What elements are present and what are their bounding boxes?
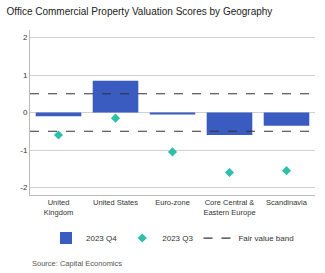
svg-text:Euro-zone: Euro-zone <box>155 198 190 207</box>
svg-text:Fair value band: Fair value band <box>238 234 293 243</box>
svg-text:2: 2 <box>23 33 28 42</box>
svg-text:2023 Q3: 2023 Q3 <box>162 234 193 243</box>
svg-text:-2: -2 <box>20 183 28 192</box>
svg-text:0: 0 <box>23 108 28 117</box>
svg-text:Office Commercial Property Val: Office Commercial Property Valuation Sco… <box>7 6 273 17</box>
svg-text:1: 1 <box>23 71 28 80</box>
svg-text:Core Central &Eastern Europe: Core Central &Eastern Europe <box>203 198 255 217</box>
svg-text:Scandinavia: Scandinavia <box>266 198 308 207</box>
svg-text:Source: Capital Economics: Source: Capital Economics <box>32 259 122 268</box>
svg-text:2023 Q4: 2023 Q4 <box>86 234 117 243</box>
svg-text:United States: United States <box>93 198 138 207</box>
svg-text:-1: -1 <box>20 146 28 155</box>
svg-text:UnitedKingdom: UnitedKingdom <box>44 198 74 217</box>
